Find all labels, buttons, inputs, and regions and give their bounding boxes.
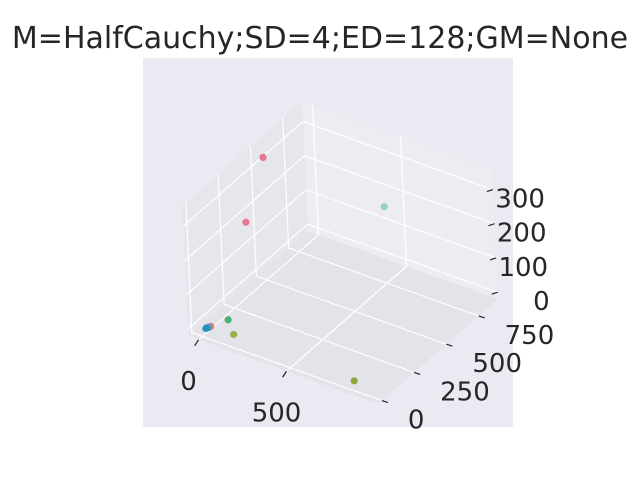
- grid-line: [184, 155, 305, 262]
- grid-line: [185, 202, 193, 333]
- grid-line: [256, 275, 447, 345]
- grid-line: [187, 223, 309, 330]
- grid-line: [399, 136, 408, 267]
- grid-line: [282, 117, 290, 248]
- z-tick-mark: [491, 291, 498, 295]
- grid-line: [286, 265, 407, 372]
- grid-line: [311, 104, 320, 235]
- grid-line: [307, 223, 498, 293]
- x-tick-label: 0: [180, 367, 197, 397]
- z-tick-mark: [488, 223, 495, 227]
- floor-pane: [188, 231, 498, 404]
- data-point: [380, 203, 388, 211]
- y-tick-mark: [413, 371, 421, 375]
- chart-title: M=HalfCauchy;SD=4;ED=128;GM=None: [12, 21, 628, 56]
- grid-line: [223, 303, 415, 373]
- x-tick-mark: [282, 370, 288, 378]
- y-tick-mark: [381, 400, 389, 404]
- z-tick-label: 200: [497, 219, 547, 249]
- z-tick-label: 300: [495, 185, 545, 215]
- grid-line: [304, 155, 495, 225]
- grid-line: [217, 174, 225, 305]
- data-points: [202, 153, 388, 385]
- z-tick-label: 0: [533, 287, 550, 317]
- x-tick-mark: [194, 339, 200, 347]
- grid-line: [288, 247, 479, 317]
- left-wall-pane: [182, 101, 308, 336]
- data-point: [242, 218, 250, 226]
- data-point: [350, 377, 358, 385]
- y-tick-label: 500: [472, 349, 522, 379]
- data-point: [230, 330, 238, 339]
- grid-line: [305, 189, 497, 259]
- data-point: [224, 316, 232, 324]
- back-wall-pane: [302, 101, 498, 299]
- grid-line: [185, 189, 307, 296]
- x-tick-label: 500: [252, 398, 302, 428]
- z-tick-mark: [486, 188, 494, 193]
- grid-line: [182, 121, 304, 227]
- y-tick-label: 250: [440, 377, 490, 407]
- axis-panes: [182, 101, 498, 404]
- grid-line: [302, 120, 494, 191]
- y-tick-label: 0: [408, 406, 425, 436]
- z-tick-mark: [489, 257, 497, 261]
- data-point: [202, 324, 210, 333]
- data-point: [259, 153, 267, 162]
- y-tick-mark: [478, 315, 485, 319]
- y-tick-label: 750: [505, 321, 555, 351]
- z-tick-label: 100: [498, 253, 548, 283]
- grid-line: [198, 234, 319, 341]
- grid-lines: [182, 104, 498, 402]
- grid-line: [191, 332, 383, 402]
- y-tick-mark: [446, 343, 453, 347]
- grid-line: [249, 146, 257, 277]
